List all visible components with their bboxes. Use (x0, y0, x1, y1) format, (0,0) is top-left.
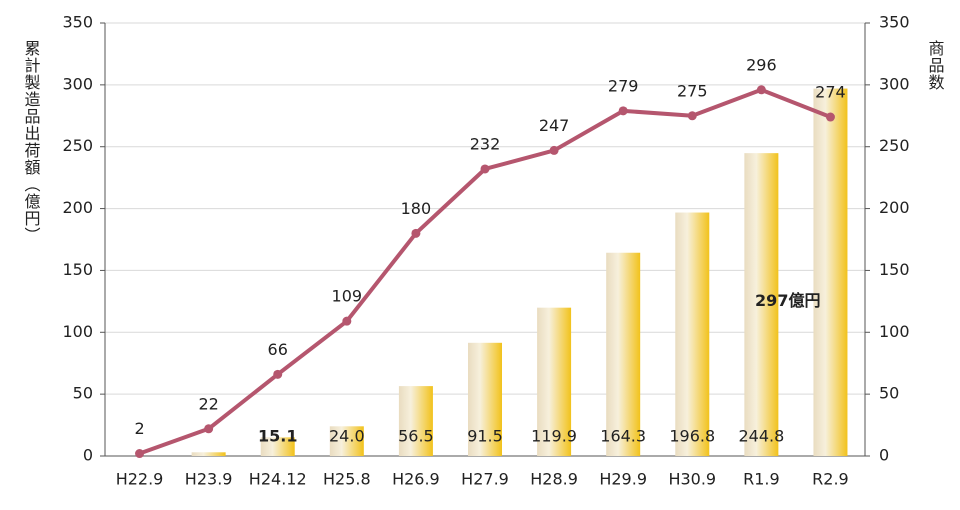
bar-value-label: 119.9 (531, 427, 577, 446)
x-tick-label: H28.9 (530, 470, 578, 489)
bar-value-label: 56.5 (398, 427, 434, 446)
x-tick-label: H27.9 (461, 470, 509, 489)
x-tick-label: H30.9 (668, 470, 716, 489)
bar (329, 426, 364, 456)
line-point (756, 85, 766, 95)
line-value-label: 180 (401, 199, 432, 218)
y-tick-label: 100 (62, 322, 93, 341)
y-tick-label: 0 (83, 446, 93, 465)
x-tick-label: H24.12 (249, 470, 307, 489)
bar (191, 452, 226, 456)
y-tick-label: 200 (62, 198, 93, 217)
line-value-label: 275 (677, 81, 708, 100)
line-point (825, 112, 835, 122)
x-tick-label: H22.9 (116, 470, 164, 489)
y2-tick-label: 300 (879, 74, 910, 93)
x-tick-label: H26.9 (392, 470, 440, 489)
line-value-label: 232 (470, 134, 501, 153)
y2-tick-label: 150 (879, 260, 910, 279)
y-tick-label: 150 (62, 260, 93, 279)
line-point (618, 106, 628, 116)
bar (675, 212, 710, 456)
bar-value-label: 15.1 (258, 427, 297, 446)
x-tick-label: H23.9 (185, 470, 233, 489)
y2-tick-label: 50 (879, 384, 899, 403)
line-point (135, 449, 145, 459)
line-point (687, 111, 697, 121)
x-tick-label: H29.9 (599, 470, 647, 489)
bar (468, 342, 502, 456)
bar-value-label: 24.0 (329, 427, 365, 446)
x-tick-label: R2.9 (812, 470, 849, 489)
line-value-label: 22 (198, 394, 218, 413)
bar (606, 252, 641, 456)
line-point (480, 164, 490, 174)
bar-value-label: 196.8 (669, 427, 715, 446)
bar (813, 88, 848, 456)
line-value-label: 279 (608, 76, 639, 95)
line-point (411, 228, 421, 238)
line-value-label: 66 (268, 340, 288, 359)
line-point (342, 316, 352, 326)
y2-tick-label: 250 (879, 136, 910, 155)
bar-value-label: 91.5 (467, 427, 503, 446)
bar (398, 386, 433, 456)
line-value-label: 274 (815, 83, 846, 102)
y-tick-label: 300 (62, 74, 93, 93)
line-point (273, 369, 283, 379)
line-point (204, 424, 214, 434)
y2-tick-label: 200 (879, 198, 910, 217)
y2-axis-title: 商品数 (926, 40, 945, 91)
bar-value-label: 297億円 (755, 291, 820, 310)
line-point (549, 145, 559, 155)
y-tick-label: 350 (62, 13, 93, 32)
y2-tick-label: 350 (879, 13, 910, 32)
bar (260, 437, 295, 456)
bar (537, 307, 572, 456)
line-value-label: 109 (332, 287, 363, 306)
x-tick-label: H25.8 (323, 470, 371, 489)
y2-tick-label: 0 (879, 446, 889, 465)
y-axis-title: 累計製造品出荷額（億円） (22, 40, 41, 244)
line-value-label: 2 (134, 419, 144, 438)
y2-tick-label: 100 (879, 322, 910, 341)
bar-value-label: 244.8 (738, 427, 784, 446)
y-tick-label: 250 (62, 136, 93, 155)
bar-value-label: 164.3 (600, 427, 646, 446)
x-tick-label: R1.9 (743, 470, 780, 489)
line-value-label: 247 (539, 116, 570, 135)
line-value-label: 296 (746, 55, 777, 74)
y-tick-label: 50 (73, 384, 93, 403)
bar (744, 153, 779, 456)
